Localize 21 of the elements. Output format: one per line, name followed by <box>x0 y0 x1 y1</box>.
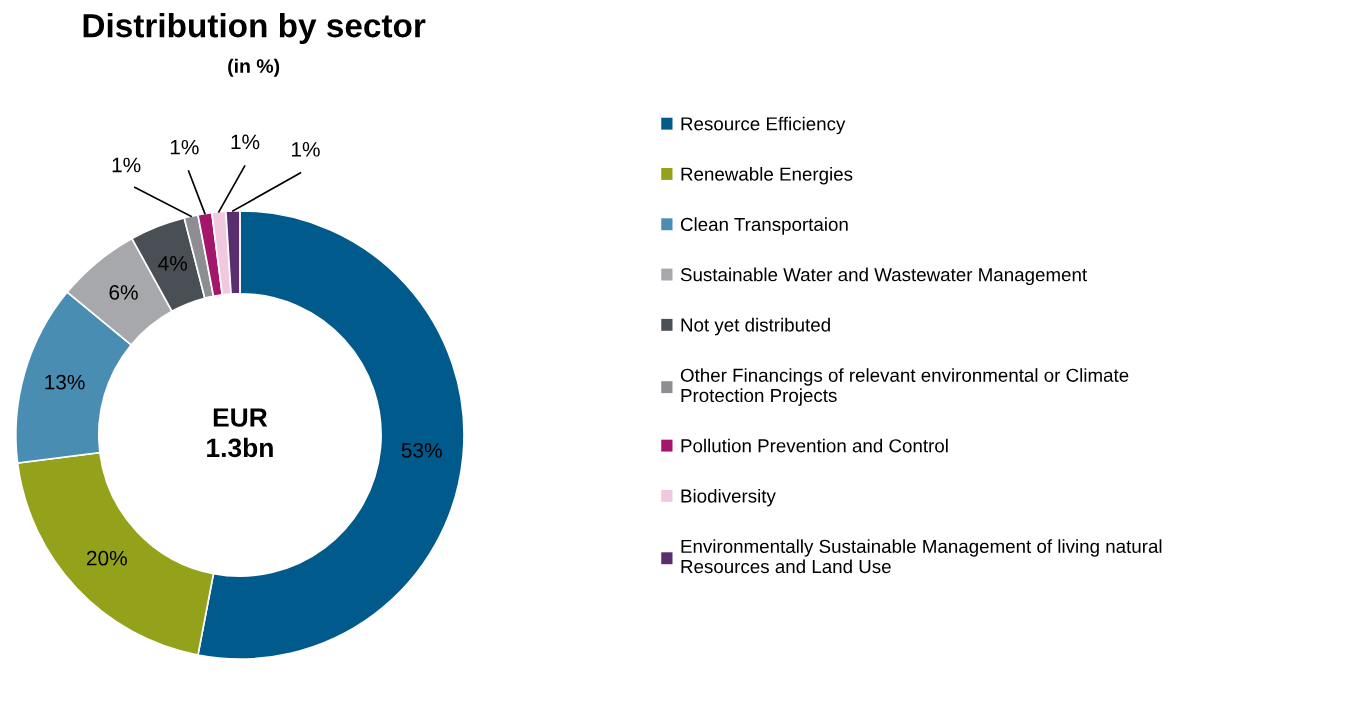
legend-label: Biodiversity <box>681 488 776 507</box>
legend-label: Not yet distributed <box>681 317 830 336</box>
legend-label: Pollution Prevention and Control <box>681 438 948 453</box>
chart-subtitle: (in %) <box>228 58 280 77</box>
legend-label: Environmentally Sustainable Management of living natural Resources and Land Use <box>681 539 1162 574</box>
legend-label: Resource Efficiency <box>681 116 846 135</box>
legend-label: Other Financings of relevant environmental or Climate Protection Projects <box>680 368 1129 406</box>
data-label: 13% <box>45 374 85 390</box>
text: EUR 1.3bn <box>207 408 273 458</box>
data-label: 4% <box>158 256 188 271</box>
data-label: 1% <box>170 139 199 155</box>
data-label: 1% <box>291 142 320 157</box>
data-label: 1% <box>231 134 260 150</box>
chart-title: Distribution by sector <box>83 12 426 45</box>
data-label: 6% <box>109 285 138 300</box>
data-label: 20% <box>86 550 127 566</box>
data-label: 53% <box>401 442 442 458</box>
legend-label: Clean Transportaion <box>680 217 848 235</box>
legend-label: Renewable Energies <box>681 166 853 185</box>
legend-label: Sustainable Water and Wastewater Management <box>680 267 1087 286</box>
data-label: 1% <box>112 157 141 173</box>
